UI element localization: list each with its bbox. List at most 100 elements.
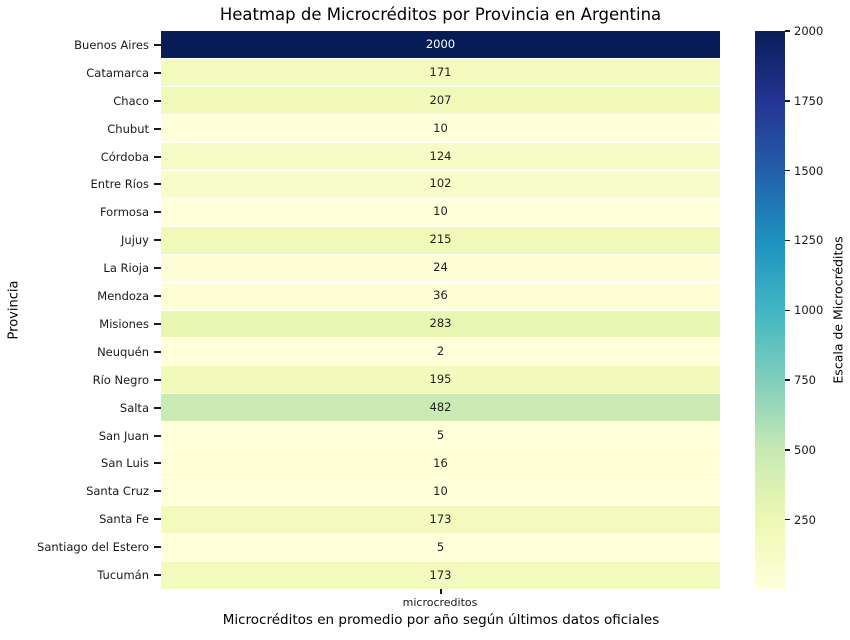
y-tick-mark [154, 211, 161, 214]
y-tick-label: Santa Cruz [86, 484, 149, 499]
cell-value: 124 [429, 148, 452, 163]
y-tick-label: San Juan [98, 428, 149, 443]
heatmap-cell: 283 [161, 310, 720, 338]
cell-value: 171 [429, 64, 452, 79]
y-tick-mark [154, 434, 161, 437]
cell-value: 102 [429, 176, 452, 191]
heatmap-cell: 2 [161, 338, 720, 366]
heatmap-cell: 195 [161, 366, 720, 394]
colorbar-tick-mark [785, 449, 790, 451]
cell-value: 173 [429, 511, 452, 526]
colorbar-tick-label: 500 [794, 442, 816, 457]
y-tick-label: Jujuy [121, 233, 149, 248]
colorbar-tick-label: 2000 [794, 24, 824, 38]
y-tick-mark [154, 71, 161, 74]
y-tick-label: Buenos Aires [74, 37, 149, 52]
cell-value: 283 [429, 316, 452, 331]
cell-value: 5 [436, 428, 445, 443]
heatmap-cell: 482 [161, 394, 720, 422]
y-tick-mark [154, 322, 161, 325]
y-tick-mark [154, 574, 161, 577]
heatmap-cell: 215 [161, 226, 720, 254]
heatmap-cell: 5 [161, 534, 720, 562]
colorbar-label: Escala de Microcréditos [830, 236, 846, 384]
y-tick-label: Misiones [99, 316, 149, 331]
heatmap-cell: 207 [161, 86, 720, 114]
y-tick-mark [154, 406, 161, 409]
y-tick-mark [154, 183, 161, 186]
heatmap-cell: 24 [161, 254, 720, 282]
heatmap-cell: 5 [161, 422, 720, 450]
colorbar-tick-mark [785, 30, 790, 32]
heatmap-cell: 2000 [161, 31, 720, 58]
y-tick-label: Tucumán [97, 568, 149, 583]
colorbar-tick-label: 750 [794, 373, 816, 388]
y-tick-mark [154, 295, 161, 298]
cell-value: 2000 [425, 36, 456, 51]
y-tick-mark [154, 99, 161, 102]
cell-value: 10 [433, 120, 448, 135]
cell-value: 16 [433, 455, 448, 470]
cell-value: 482 [429, 400, 452, 415]
cell-value: 215 [429, 232, 452, 247]
colorbar-tick-label: 1250 [794, 233, 824, 248]
y-tick-label: Formosa [99, 205, 149, 220]
cell-value: 24 [433, 260, 448, 275]
cell-value: 207 [429, 92, 452, 107]
y-tick-mark [154, 43, 161, 46]
y-tick-label: Chaco [113, 93, 149, 108]
x-tick-mark [440, 589, 442, 594]
x-axis-label: Microcréditos en promedio por año según … [222, 612, 660, 628]
y-tick-mark [154, 546, 161, 549]
cell-value: 10 [433, 483, 448, 498]
y-tick-label: Catamarca [86, 65, 149, 80]
y-tick-label: Santiago del Estero [37, 540, 149, 555]
colorbar-tick-label: 1000 [794, 303, 824, 318]
y-tick-mark [154, 155, 161, 158]
heatmap-cell: 173 [161, 506, 720, 534]
y-tick-label: Chubut [107, 121, 149, 136]
heatmap-cell: 36 [161, 282, 720, 310]
colorbar-tick-mark [785, 169, 790, 172]
cell-value: 36 [433, 288, 448, 303]
y-tick-label: San Luis [101, 456, 149, 471]
cell-value: 5 [436, 539, 445, 554]
y-tick-label: Mendoza [97, 289, 149, 304]
y-tick-mark [154, 267, 161, 270]
x-tick-label: microcreditos [402, 596, 478, 609]
heatmap-cell: 16 [161, 450, 720, 478]
y-tick-mark [154, 518, 161, 521]
heatmap-cell: 10 [161, 478, 720, 506]
chart-title: Heatmap de Microcréditos por Provincia e… [219, 5, 662, 24]
heatmap-plot: 2000 171 207 10 124 102 10 215 24 36 283 2 195 482 5 16… [161, 31, 720, 589]
heatmap-cell: 173 [161, 562, 720, 589]
y-tick-label: La Rioja [103, 261, 149, 276]
cell-value: 173 [429, 567, 452, 582]
y-tick-mark [154, 490, 161, 493]
y-tick-mark [154, 350, 161, 353]
y-tick-label: Río Negro [92, 372, 149, 387]
colorbar-tick-mark [785, 379, 790, 381]
cell-value: 10 [433, 204, 448, 219]
colorbar-tick-mark [785, 100, 790, 102]
colorbar-tick-label: 1500 [794, 163, 824, 178]
cell-value: 2 [436, 344, 445, 359]
y-tick-label: Santa Fe [99, 512, 149, 527]
y-tick-mark [154, 127, 161, 130]
colorbar-tick-mark [785, 518, 790, 521]
y-tick-label: Salta [119, 400, 149, 415]
y-tick-label: Neuquén [97, 344, 149, 359]
heatmap-cell: 10 [161, 198, 720, 226]
y-tick-mark [154, 239, 161, 242]
colorbar-tick-label: 250 [794, 512, 816, 527]
colorbar-gradient [755, 31, 785, 589]
cell-value: 195 [429, 372, 452, 387]
colorbar-tick-label: 1750 [794, 93, 824, 108]
y-tick-label: Entre Ríos [90, 177, 149, 192]
heatmap-cell: 171 [161, 58, 720, 86]
heatmap-cell: 10 [161, 114, 720, 142]
y-tick-label: Córdoba [100, 149, 149, 164]
colorbar-tick-mark [785, 309, 790, 312]
y-tick-mark [154, 378, 161, 381]
